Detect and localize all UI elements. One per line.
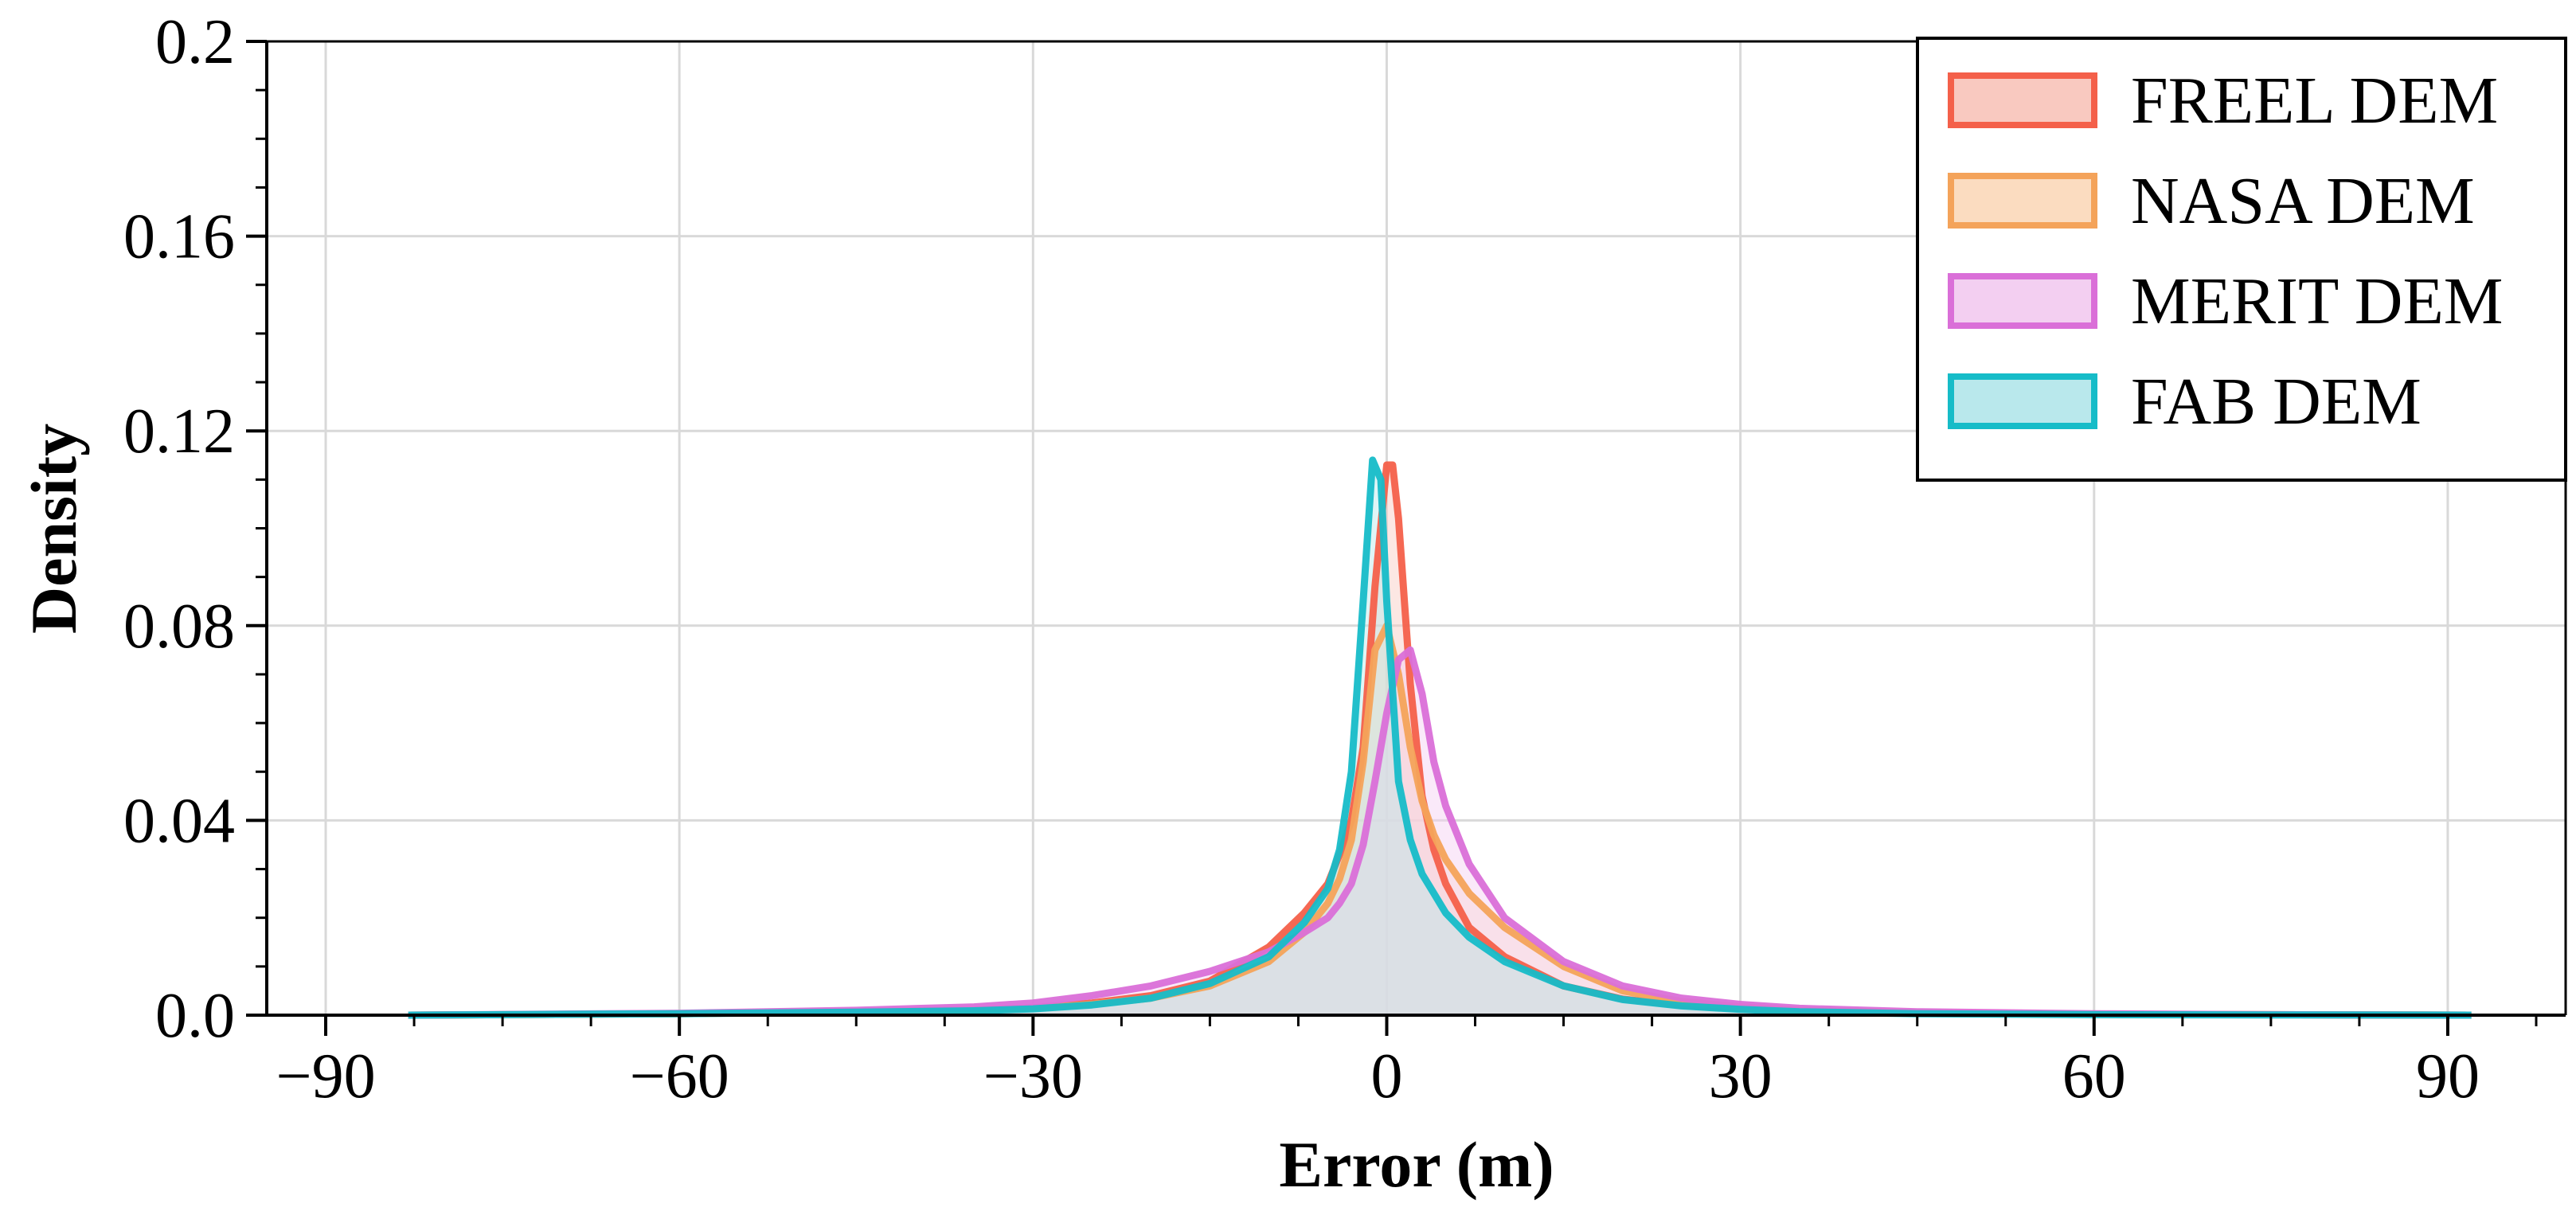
legend-label: FAB DEM [2131,365,2422,439]
legend-swatch [1948,72,2097,128]
y-tick-label: 0.2 [155,7,235,77]
y-tick-label: 0.04 [123,786,235,856]
x-tick-label: −60 [630,1041,729,1111]
series-area [408,459,2472,1015]
y-tick-label: 0.16 [123,202,235,272]
legend-label: NASA DEM [2131,164,2475,238]
axes: −90 −60 −30 0 30 60 90 0.0 0.04 0.08 0.12 0.16 0.2 [123,7,2567,1111]
y-axis-title: Density [18,424,90,634]
legend-swatch [1948,273,2097,329]
legend: FREEL DEM NASA DEM MERIT DEM FAB DEM [1916,37,2567,482]
legend-label: FREEL DEM [2131,64,2498,138]
y-tick-label: 0.12 [123,397,235,467]
y-tick-label: 0.0 [155,981,235,1051]
y-tick-label: 0.08 [123,592,235,662]
x-tick-label: −90 [276,1041,375,1111]
x-axis-title: Error (m) [1279,1128,1554,1201]
legend-swatch [1948,373,2097,429]
x-tick-label: 0 [1370,1041,1402,1111]
series-area [408,650,2472,1015]
legend-label: MERIT DEM [2131,264,2503,338]
x-tick-label: 60 [2062,1041,2126,1111]
legend-swatch [1948,173,2097,229]
series-group [408,456,2472,1019]
x-tick-label: −30 [983,1041,1083,1111]
x-tick-label: 90 [2416,1041,2480,1111]
x-tick-label: 30 [1709,1041,1773,1111]
series-area [408,625,2472,1015]
series-line [408,456,2472,1019]
